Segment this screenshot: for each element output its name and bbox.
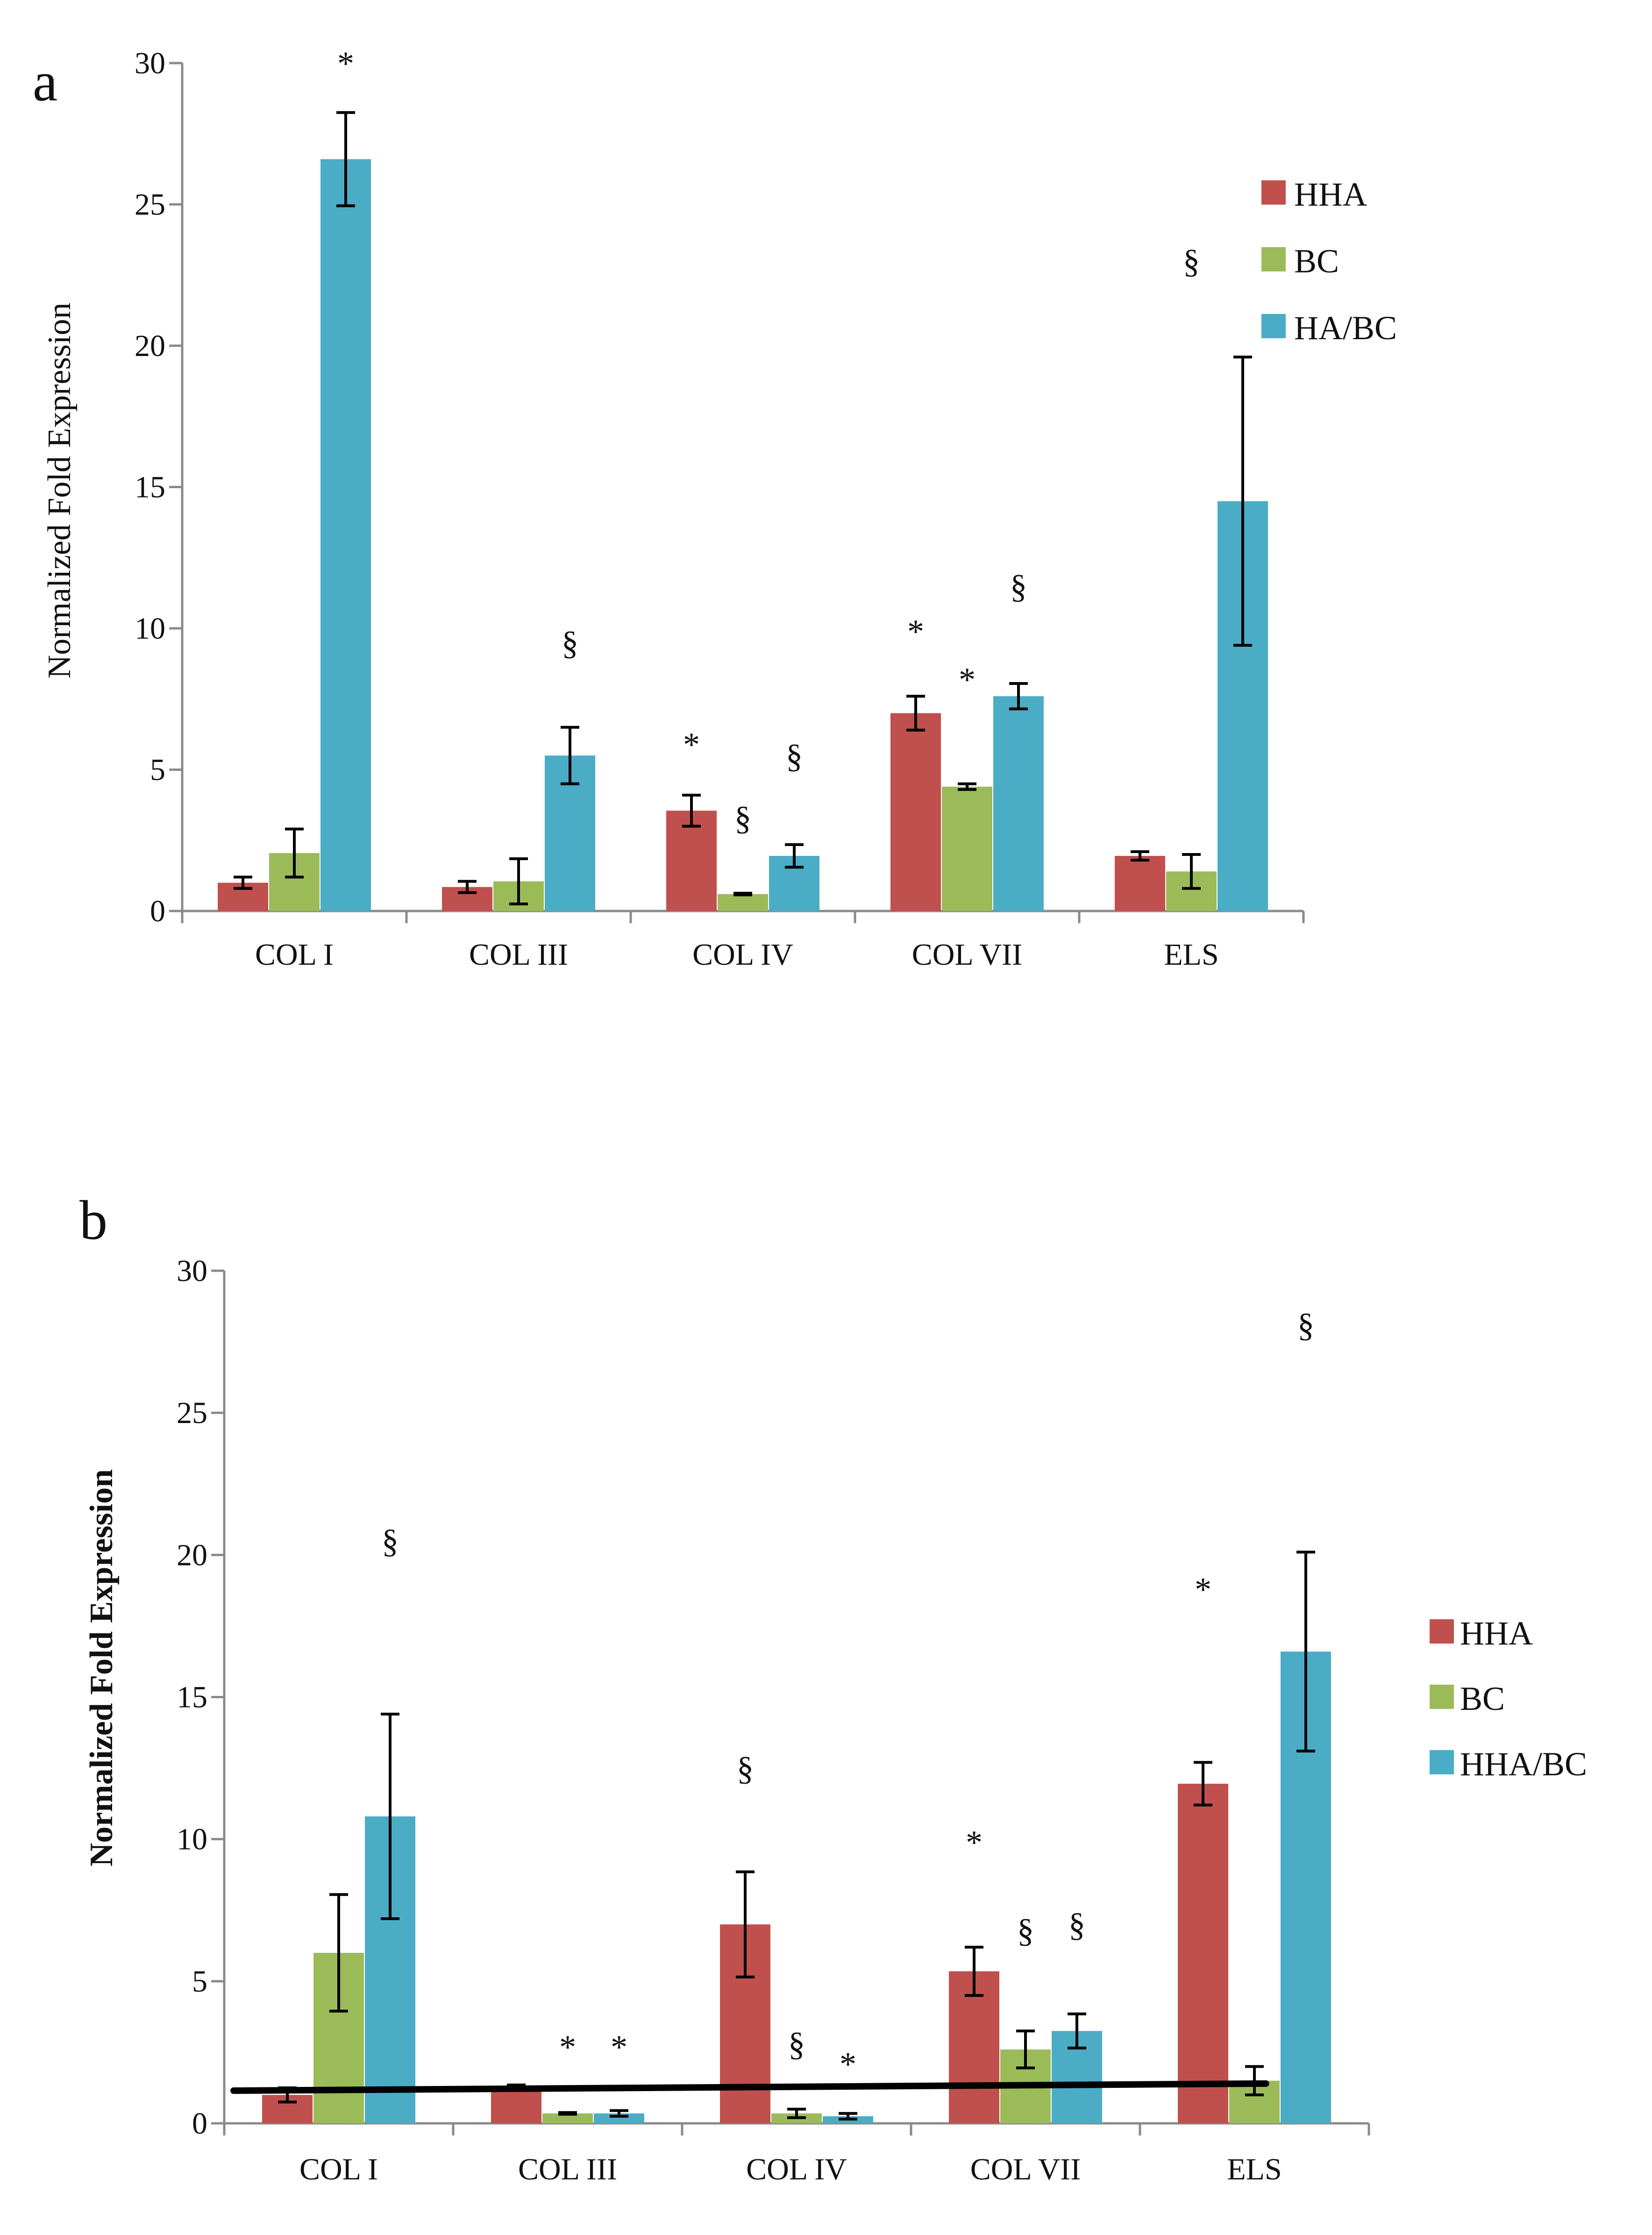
bar-hha-bc [594,2113,644,2123]
panel-b-legend: HHA BC HHA/BC [1430,1615,1587,1783]
y-tick-label: 15 [177,1680,207,1715]
y-tick-label: 10 [135,612,165,646]
y-tick-label: 10 [177,1822,207,1857]
legend-swatch [1430,1685,1454,1709]
significance-section-mark: § [734,799,751,837]
panel-a-plot: * § * § § * * § § [218,45,1268,911]
significance-section-mark: § [737,1750,754,1787]
x-tick-label: COL I [299,2152,378,2186]
significance-section-mark: § [1068,1906,1085,1943]
legend-swatch [1261,180,1286,205]
significance-section-mark: § [382,1523,399,1560]
bar-bc [542,2113,593,2123]
x-tick-label: COL VII [912,938,1022,972]
legend-label: HA/BC [1294,309,1397,347]
panel-a-axes: 0 5 10 15 20 25 30 COL I COL III COL IV COL VII ELS [135,46,1305,972]
significance-section-mark: § [1010,568,1027,605]
bar-bc [718,894,768,911]
bar-ha-bc [320,159,371,911]
bar-ha-bc [993,696,1044,911]
x-tick-label: COL IV [692,938,793,972]
legend-swatch [1430,1750,1454,1774]
significance-asterisk: * [959,661,976,698]
y-tick-label: 25 [177,1396,207,1430]
x-tick-label: ELS [1227,2152,1282,2186]
bar-hha [1115,856,1165,911]
significance-section-mark: § [1183,243,1200,280]
y-tick-label: 5 [192,1965,207,1999]
significance-asterisk: * [1195,1571,1211,1608]
x-tick-label: COL VII [970,2152,1081,2186]
x-tick-label: COL III [518,2152,617,2186]
x-tick-label: COL III [469,938,568,972]
significance-asterisk: * [966,1824,983,1861]
chart-panel-a: a Normalized Fold Expression 0 5 10 15 20 25 3… [33,45,1397,972]
chart-panel-b: b Normalized Fold Expression 0 5 10 15 20 25 3… [79,1189,1587,2186]
significance-section-mark: § [786,737,803,775]
y-tick-label: 25 [135,188,165,222]
x-tick-label: COL IV [746,2152,847,2186]
legend-label: BC [1294,242,1339,280]
legend-label: HHA/BC [1460,1745,1587,1783]
significance-section-mark: § [1297,1307,1314,1344]
legend-label: HHA [1460,1615,1533,1652]
y-tick-label: 30 [177,1254,207,1288]
legend-swatch [1430,1619,1454,1644]
significance-asterisk: * [611,2029,627,2066]
x-tick-label: COL I [255,938,334,972]
panel-b-y-axis-label: Normalized Fold Expression [84,1469,120,1866]
bar-hha [1178,1784,1228,2123]
y-tick-label: 30 [135,46,165,80]
bar-bc [942,786,992,911]
legend-swatch [1261,314,1286,338]
significance-asterisk: * [337,45,354,82]
y-tick-label: 0 [192,2107,207,2141]
significance-asterisk: * [683,726,700,763]
y-tick-label: 20 [177,1538,207,1572]
significance-asterisk: * [907,613,924,650]
significance-section-mark: § [1017,1912,1034,1949]
y-tick-label: 5 [150,753,165,787]
significance-section-mark: § [562,624,578,662]
panel-b-plot: § * * § § * * § § * § [230,1307,1331,2123]
significance-asterisk: * [840,2045,856,2083]
bar-hha [890,713,941,911]
y-tick-label: 15 [135,470,165,505]
bar-hha [491,2086,541,2123]
significance-section-mark: § [788,2026,805,2063]
panel-a-legend: HHA BC HA/BC [1261,176,1397,347]
significance-asterisk: * [559,2029,576,2066]
legend-label: HHA [1294,176,1367,213]
y-tick-label: 20 [135,329,165,363]
reference-line [230,2080,1269,2094]
x-tick-label: ELS [1164,938,1218,972]
panel-a-letter: a [33,50,57,113]
legend-swatch [1261,247,1286,271]
panel-a-y-axis-label: Normalized Fold Expression [42,303,78,679]
y-tick-label: 0 [150,894,165,928]
legend-label: BC [1460,1680,1505,1717]
panel-b-letter: b [79,1189,107,1251]
